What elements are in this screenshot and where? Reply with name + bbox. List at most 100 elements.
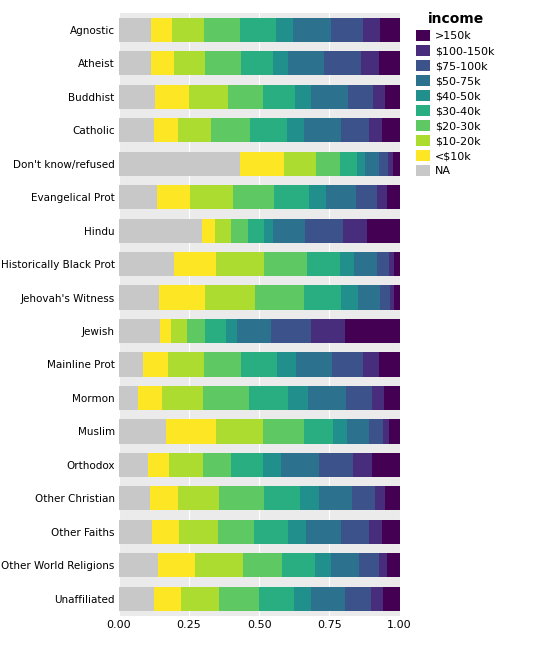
Bar: [249, 386, 288, 410]
Bar: [356, 185, 377, 209]
Bar: [306, 520, 341, 544]
Bar: [218, 520, 254, 544]
Bar: [369, 520, 382, 544]
Bar: [369, 419, 383, 443]
Bar: [363, 353, 379, 376]
Bar: [380, 286, 390, 310]
Bar: [179, 520, 218, 544]
Bar: [264, 218, 273, 242]
Bar: [119, 118, 154, 142]
Bar: [119, 152, 240, 176]
Bar: [390, 286, 394, 310]
Bar: [205, 51, 241, 75]
Bar: [333, 419, 347, 443]
Bar: [311, 587, 345, 611]
Bar: [372, 453, 400, 477]
Bar: [387, 185, 400, 209]
Bar: [250, 118, 287, 142]
Bar: [240, 17, 276, 41]
Bar: [367, 218, 400, 242]
Bar: [294, 587, 311, 611]
Bar: [346, 386, 372, 410]
Bar: [389, 252, 394, 276]
Bar: [228, 85, 263, 109]
Bar: [163, 386, 203, 410]
Bar: [178, 487, 219, 511]
Bar: [332, 553, 359, 577]
Bar: [195, 553, 243, 577]
Bar: [352, 487, 375, 511]
Bar: [314, 553, 332, 577]
Bar: [243, 553, 282, 577]
Bar: [119, 51, 151, 75]
Bar: [375, 487, 385, 511]
Bar: [119, 587, 154, 611]
Bar: [387, 553, 400, 577]
Bar: [340, 252, 354, 276]
Bar: [151, 17, 172, 41]
Bar: [383, 587, 400, 611]
Bar: [276, 17, 293, 41]
Bar: [119, 319, 160, 343]
Bar: [388, 152, 393, 176]
Bar: [166, 419, 216, 443]
Bar: [168, 453, 202, 477]
Bar: [358, 286, 380, 310]
Bar: [271, 319, 312, 343]
Bar: [187, 319, 205, 343]
Bar: [305, 419, 333, 443]
Bar: [341, 118, 369, 142]
Bar: [226, 319, 237, 343]
Bar: [233, 185, 274, 209]
Bar: [382, 118, 400, 142]
Bar: [309, 185, 326, 209]
Bar: [119, 520, 152, 544]
Bar: [119, 17, 151, 41]
Bar: [240, 152, 284, 176]
Bar: [361, 51, 380, 75]
Bar: [203, 386, 249, 410]
Bar: [312, 85, 348, 109]
Bar: [254, 520, 288, 544]
Bar: [119, 419, 166, 443]
Bar: [178, 118, 212, 142]
Bar: [237, 319, 271, 343]
Bar: [384, 386, 400, 410]
Bar: [190, 185, 233, 209]
Bar: [394, 286, 400, 310]
Bar: [216, 419, 263, 443]
Bar: [385, 85, 400, 109]
Bar: [201, 218, 215, 242]
Bar: [274, 185, 309, 209]
Bar: [150, 487, 178, 511]
Bar: [305, 286, 341, 310]
Bar: [263, 85, 295, 109]
Bar: [377, 252, 389, 276]
Bar: [326, 185, 356, 209]
Bar: [171, 319, 187, 343]
Bar: [377, 185, 387, 209]
Bar: [215, 252, 264, 276]
Bar: [281, 453, 319, 477]
Bar: [296, 353, 333, 376]
Bar: [119, 386, 138, 410]
Bar: [263, 453, 281, 477]
Bar: [343, 218, 367, 242]
Bar: [219, 487, 264, 511]
Bar: [394, 252, 400, 276]
Bar: [385, 487, 400, 511]
Bar: [347, 419, 369, 443]
Bar: [293, 17, 331, 41]
Bar: [168, 353, 204, 376]
Bar: [284, 152, 316, 176]
Bar: [357, 152, 365, 176]
Bar: [288, 386, 308, 410]
Bar: [369, 118, 382, 142]
Bar: [255, 286, 305, 310]
Bar: [154, 118, 178, 142]
Bar: [304, 118, 341, 142]
Bar: [308, 386, 346, 410]
Bar: [119, 85, 155, 109]
Bar: [305, 218, 343, 242]
Bar: [119, 252, 174, 276]
